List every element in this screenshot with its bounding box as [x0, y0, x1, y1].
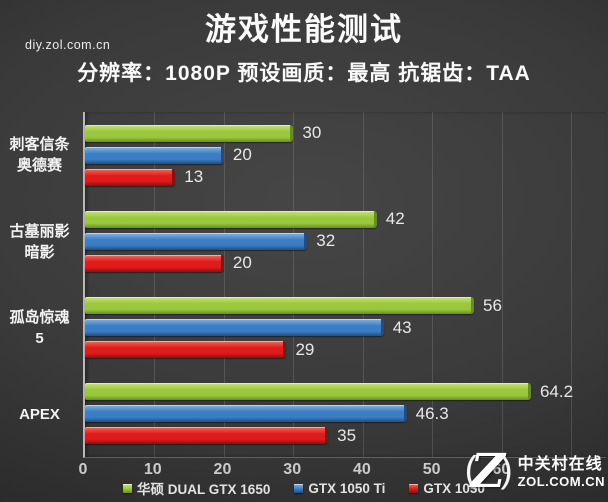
bar [85, 297, 474, 315]
bar [85, 319, 384, 337]
bar-row: 20 [85, 145, 606, 165]
category-label: 刺客信条 奥德赛 [9, 136, 70, 175]
bar [85, 146, 224, 164]
category-label: 古墓丽影 暗影 [9, 222, 70, 261]
zol-logo-line1: 中关村在线 [517, 456, 603, 474]
gridline [432, 112, 434, 457]
legend-item: GTX 1050 Ti [294, 478, 385, 498]
bar [85, 124, 294, 142]
legend-label: GTX 1050 Ti [308, 480, 386, 496]
bar-row: 30 [85, 123, 606, 143]
bar-group: 30 20 13 [85, 112, 606, 198]
bar-value-label: 35 [337, 425, 357, 445]
x-tick-label: 30 [283, 461, 302, 478]
bar-value-label: 64.2 [539, 381, 574, 401]
bar-row: 13 [85, 167, 606, 187]
bar [85, 427, 329, 445]
bar-value-label: 30 [302, 123, 322, 143]
page-title: 游戏性能测试 [205, 12, 403, 47]
bar [85, 405, 407, 423]
legend-label: GTX 1050 [423, 480, 485, 496]
bar-value-label: 20 [232, 253, 252, 273]
legend-swatch-icon [123, 483, 133, 493]
bar-value-label: 32 [316, 231, 336, 251]
bar-value-label: 20 [232, 145, 252, 165]
bar-group: 64.2 46.3 35 [85, 371, 606, 457]
x-tick-label: 50 [422, 461, 441, 478]
bar-row: 64.2 [85, 381, 606, 401]
bar-group: 42 32 20 [85, 198, 606, 284]
legend-item: GTX 1050 [409, 478, 485, 498]
bar-row: 35 [85, 425, 606, 445]
bar [85, 210, 377, 228]
bar-groups: 30 20 13 42 32 20 56 43 29 64.2 46.3 35 [85, 112, 606, 457]
category-axis: 刺客信条 奥德赛 古墓丽影 暗影 孤岛惊魂 5 APEX [0, 112, 79, 458]
legend-swatch-icon [294, 483, 304, 493]
bar-value-label: 43 [392, 317, 412, 337]
bar-row: 43 [85, 317, 606, 337]
zol-paren-left: ( [464, 449, 477, 490]
zol-logo-text: 中关村在线 ZOL.COM.CN [518, 456, 605, 489]
zol-z-icon: ( Z ) [464, 444, 513, 499]
zol-logo: ( Z ) 中关村在线 ZOL.COM.CN [464, 444, 605, 499]
bar-row: 20 [85, 253, 606, 273]
chart-subtitle: 分辨率：1080P 预设画质：最高 抗锯齿：TAA [77, 62, 531, 85]
gridline [293, 112, 295, 457]
bar-row: 46.3 [85, 403, 606, 423]
gridline [362, 112, 364, 457]
zol-z-glyph: Z [470, 444, 505, 499]
category-label: 孤岛惊魂 5 [9, 309, 70, 348]
category-label: APEX [19, 406, 60, 424]
bar-row: 56 [85, 295, 606, 315]
x-axis-ticks: 0 10 20 30 40 50 60 [79, 461, 606, 479]
bar-row: 29 [85, 339, 606, 359]
gridline [223, 112, 225, 457]
x-tick-label: 40 [353, 461, 371, 478]
bar-value-label: 46.3 [415, 403, 449, 423]
bar-value-label: 42 [385, 209, 405, 229]
zol-logo-line2: ZOL.COM.CN [517, 473, 605, 489]
legend-item: 华硕 DUAL GTX 1650 [123, 478, 270, 498]
gridline [154, 112, 156, 457]
bar [85, 254, 224, 272]
gridline [501, 112, 503, 457]
legend-label: 华硕 DUAL GTX 1650 [137, 482, 271, 497]
bar-value-label: 56 [483, 295, 502, 315]
legend-swatch-icon [409, 483, 419, 493]
bar [85, 232, 308, 250]
plot-area: 30 20 13 42 32 20 56 43 29 64.2 46.3 35 [83, 112, 606, 458]
bar [85, 341, 287, 359]
bar-value-label: 29 [295, 339, 315, 359]
gridline [571, 112, 573, 457]
x-tick-label: 60 [492, 461, 511, 478]
x-tick-label: 0 [78, 461, 88, 478]
bar-row: 42 [85, 209, 606, 229]
bar-group: 56 43 29 [85, 285, 606, 371]
x-tick-label: 10 [143, 461, 162, 478]
bar-row: 32 [85, 231, 606, 251]
legend: 华硕 DUAL GTX 1650 GTX 1050 Ti GTX 1050 [0, 478, 608, 498]
bar [85, 383, 531, 401]
zol-paren-right: ) [500, 449, 513, 490]
x-tick-label: 20 [213, 461, 232, 478]
watermark: diy.zol.com.cn [25, 38, 111, 52]
bar-value-label: 13 [184, 167, 204, 187]
bar [85, 168, 176, 186]
